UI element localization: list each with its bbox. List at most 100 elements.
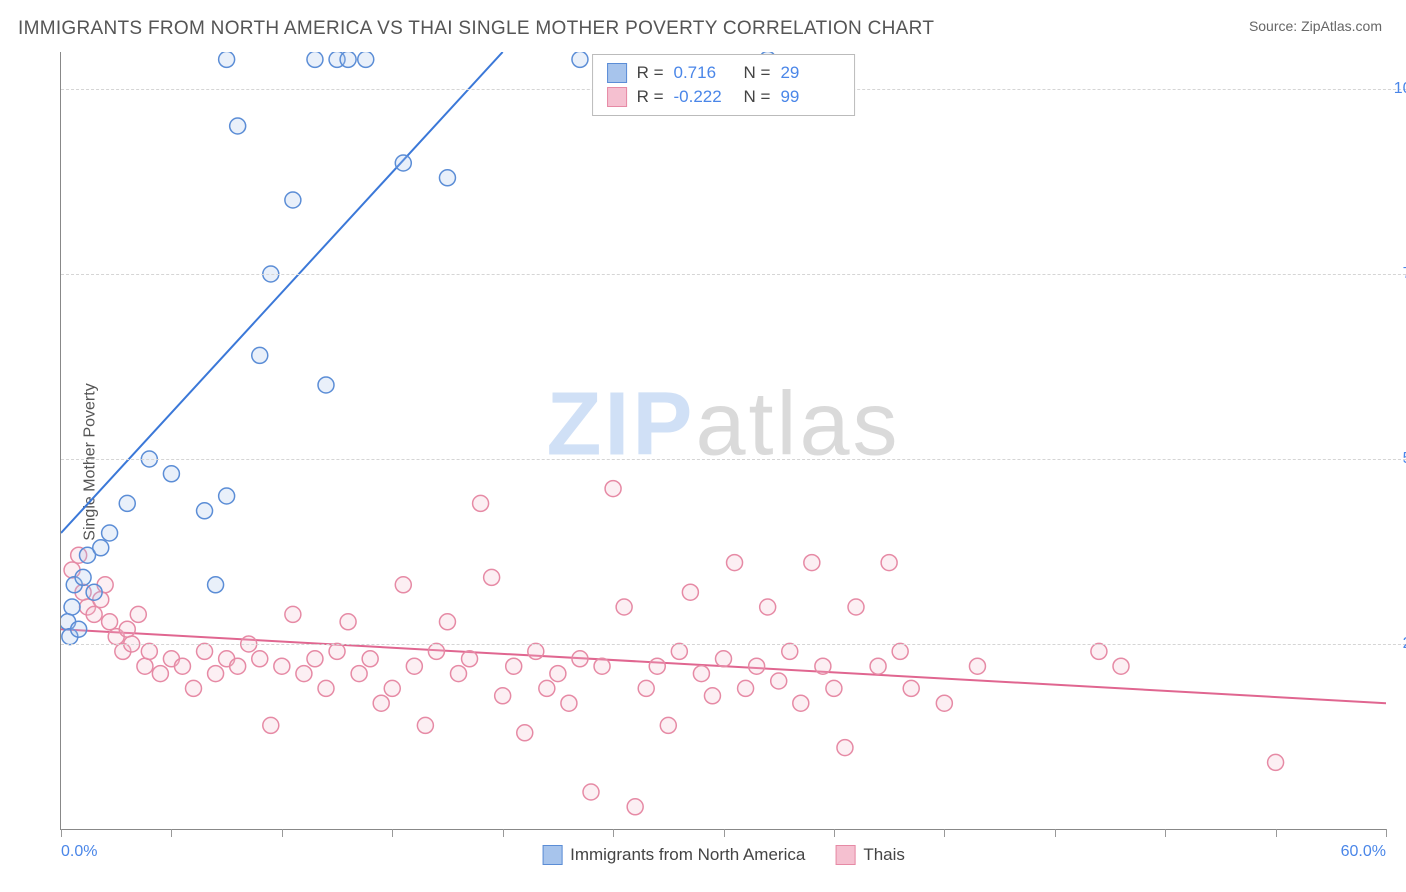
data-point: [395, 155, 411, 171]
x-tick: [724, 829, 725, 837]
chart-container: Single Mother Poverty ZIPatlas R =0.716N…: [18, 52, 1386, 872]
data-point: [102, 525, 118, 541]
legend-bottom-item: Immigrants from North America: [542, 845, 805, 865]
data-point: [539, 680, 555, 696]
data-point: [451, 666, 467, 682]
legend-n-value: 29: [780, 63, 840, 83]
legend-swatch: [835, 845, 855, 865]
data-point: [318, 680, 334, 696]
data-point: [252, 651, 268, 667]
data-point: [793, 695, 809, 711]
data-point: [219, 51, 235, 67]
data-point: [760, 599, 776, 615]
gridline-h: [61, 274, 1406, 275]
legend-n-value: 99: [780, 87, 840, 107]
source-name: ZipAtlas.com: [1301, 18, 1382, 34]
legend-bottom-item: Thais: [835, 845, 905, 865]
chart-title: IMMIGRANTS FROM NORTH AMERICA VS THAI SI…: [18, 18, 934, 40]
legend-row: R =0.716N =29: [607, 61, 841, 85]
series-legend: Immigrants from North America Thais: [542, 845, 905, 865]
data-point: [75, 569, 91, 585]
data-point: [86, 584, 102, 600]
data-point: [605, 481, 621, 497]
trendline: [61, 52, 503, 533]
x-tick: [1276, 829, 1277, 837]
x-tick: [171, 829, 172, 837]
data-point: [307, 651, 323, 667]
x-tick: [1055, 829, 1056, 837]
data-point: [782, 643, 798, 659]
data-point: [638, 680, 654, 696]
data-point: [1268, 754, 1284, 770]
data-point: [594, 658, 610, 674]
legend-swatch: [607, 63, 627, 83]
data-point: [903, 680, 919, 696]
legend-swatch: [607, 87, 627, 107]
y-tick-label: 75.0%: [1403, 265, 1406, 283]
legend-r-label: R =: [637, 87, 664, 107]
data-point: [473, 495, 489, 511]
data-point: [572, 651, 588, 667]
x-tick: [834, 829, 835, 837]
data-point: [528, 643, 544, 659]
x-tick: [282, 829, 283, 837]
data-point: [815, 658, 831, 674]
data-point: [230, 118, 246, 134]
correlation-legend: R =0.716N =29R =-0.222N =99: [592, 54, 856, 116]
data-point: [119, 495, 135, 511]
data-point: [704, 688, 720, 704]
gridline-h: [61, 644, 1406, 645]
data-point: [771, 673, 787, 689]
data-point: [307, 51, 323, 67]
data-point: [340, 614, 356, 630]
data-point: [671, 643, 687, 659]
data-point: [881, 555, 897, 571]
data-point: [252, 347, 268, 363]
y-tick-label: 25.0%: [1403, 635, 1406, 653]
data-point: [561, 695, 577, 711]
data-point: [848, 599, 864, 615]
source-attribution: Source: ZipAtlas.com: [1249, 18, 1382, 34]
data-point: [826, 680, 842, 696]
data-point: [93, 540, 109, 556]
data-point: [627, 799, 643, 815]
data-point: [71, 621, 87, 637]
data-point: [119, 621, 135, 637]
data-point: [395, 577, 411, 593]
data-point: [64, 599, 80, 615]
data-point: [197, 643, 213, 659]
data-point: [285, 192, 301, 208]
data-point: [130, 606, 146, 622]
data-point: [102, 614, 118, 630]
data-point: [892, 643, 908, 659]
source-label: Source:: [1249, 18, 1297, 34]
data-point: [384, 680, 400, 696]
x-tick: [1165, 829, 1166, 837]
legend-r-value: 0.716: [674, 63, 734, 83]
data-point: [358, 51, 374, 67]
x-tick: [944, 829, 945, 837]
data-point: [274, 658, 290, 674]
data-point: [936, 695, 952, 711]
data-point: [749, 658, 765, 674]
data-point: [318, 377, 334, 393]
legend-swatch: [542, 845, 562, 865]
data-point: [616, 599, 632, 615]
data-point: [693, 666, 709, 682]
data-point: [550, 666, 566, 682]
data-point: [462, 651, 478, 667]
data-point: [738, 680, 754, 696]
data-point: [285, 606, 301, 622]
data-point: [406, 658, 422, 674]
data-point: [197, 503, 213, 519]
data-point: [506, 658, 522, 674]
data-point: [583, 784, 599, 800]
legend-r-value: -0.222: [674, 87, 734, 107]
data-point: [362, 651, 378, 667]
data-point: [86, 606, 102, 622]
data-point: [417, 717, 433, 733]
data-point: [351, 666, 367, 682]
y-tick-label: 100.0%: [1394, 80, 1406, 98]
x-tick: [61, 829, 62, 837]
legend-series-name: Thais: [863, 845, 905, 865]
